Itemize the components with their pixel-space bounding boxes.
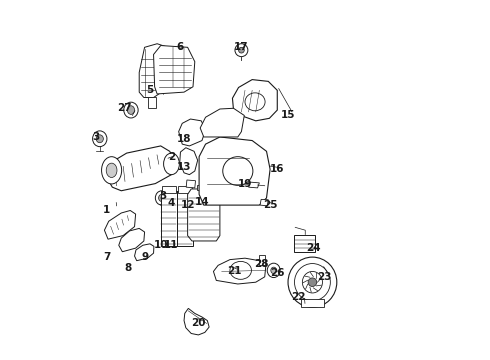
Bar (294, 234, 315, 252)
Polygon shape (260, 199, 269, 206)
Text: 25: 25 (263, 200, 277, 210)
Text: 9: 9 (141, 252, 148, 262)
Text: 20: 20 (191, 319, 206, 328)
Text: 27: 27 (118, 103, 132, 113)
Text: 5: 5 (147, 85, 153, 95)
Bar (148, 97, 156, 108)
Polygon shape (104, 211, 136, 239)
Polygon shape (153, 45, 195, 94)
Text: 8: 8 (125, 263, 132, 273)
Polygon shape (214, 258, 266, 284)
Bar (177, 186, 192, 193)
Ellipse shape (267, 263, 280, 278)
Ellipse shape (164, 153, 179, 175)
Polygon shape (200, 108, 245, 137)
Ellipse shape (294, 264, 330, 301)
Ellipse shape (223, 157, 253, 185)
Text: 19: 19 (238, 179, 252, 189)
Polygon shape (232, 80, 277, 121)
Text: 3: 3 (93, 132, 100, 142)
Text: 18: 18 (177, 134, 191, 144)
Text: 21: 21 (227, 266, 242, 276)
Polygon shape (119, 228, 145, 252)
Ellipse shape (127, 106, 135, 114)
Ellipse shape (96, 135, 103, 143)
Ellipse shape (239, 47, 245, 53)
Ellipse shape (230, 261, 251, 279)
Ellipse shape (159, 194, 165, 202)
Polygon shape (139, 44, 168, 98)
Bar (300, 300, 324, 307)
Ellipse shape (124, 102, 138, 118)
Text: 11: 11 (164, 239, 179, 249)
Polygon shape (186, 180, 196, 188)
Ellipse shape (106, 163, 117, 177)
Bar (161, 191, 177, 246)
Text: 24: 24 (306, 243, 320, 253)
Ellipse shape (271, 267, 276, 274)
Ellipse shape (288, 257, 337, 307)
Ellipse shape (93, 131, 107, 147)
Ellipse shape (155, 191, 168, 205)
Ellipse shape (235, 44, 248, 57)
Ellipse shape (101, 157, 122, 184)
Text: 23: 23 (317, 272, 331, 282)
Ellipse shape (245, 93, 265, 111)
Text: 28: 28 (254, 259, 269, 269)
Polygon shape (184, 309, 209, 335)
Text: 22: 22 (292, 292, 306, 302)
Polygon shape (248, 182, 259, 188)
Text: 2: 2 (168, 152, 175, 162)
Bar (208, 185, 216, 190)
Text: 10: 10 (153, 239, 168, 249)
Text: 14: 14 (195, 197, 209, 207)
Bar (162, 186, 176, 193)
Text: 26: 26 (270, 268, 285, 278)
Ellipse shape (308, 278, 317, 287)
Polygon shape (135, 244, 154, 261)
Text: 13: 13 (177, 162, 191, 172)
Text: 4: 4 (168, 198, 175, 208)
Text: 12: 12 (180, 200, 195, 210)
Text: 17: 17 (234, 42, 249, 52)
Text: 7: 7 (103, 252, 111, 262)
Bar (259, 255, 265, 265)
Ellipse shape (302, 271, 322, 293)
Text: 1: 1 (103, 206, 111, 216)
Bar (196, 185, 204, 190)
Polygon shape (188, 189, 220, 241)
Polygon shape (180, 148, 197, 175)
Bar (177, 191, 193, 246)
Text: 15: 15 (281, 111, 295, 121)
Polygon shape (179, 119, 205, 146)
Text: 3: 3 (159, 191, 166, 201)
Polygon shape (105, 146, 177, 191)
Text: 16: 16 (270, 164, 285, 174)
Text: 6: 6 (177, 42, 184, 52)
Polygon shape (199, 137, 270, 205)
